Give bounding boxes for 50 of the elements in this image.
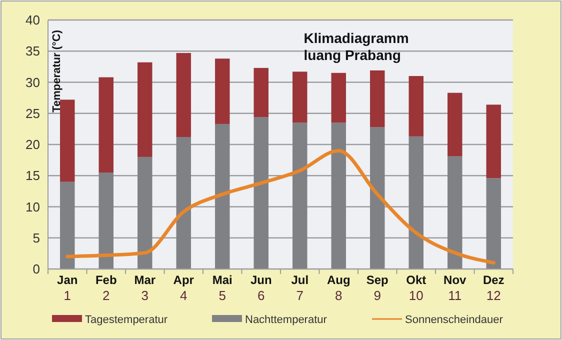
bar	[370, 127, 385, 269]
x-tick-label: Sep 9	[366, 273, 388, 303]
bar	[98, 77, 114, 173]
bar	[254, 117, 268, 269]
y-tick-label: 10	[26, 199, 40, 214]
bar	[408, 76, 424, 136]
y-tick-label: 35	[26, 44, 40, 59]
bar	[215, 58, 230, 124]
y-tick-label: 40	[26, 12, 40, 28]
bar	[138, 62, 152, 157]
bar	[176, 137, 191, 269]
y-tick-label: 20	[26, 137, 40, 152]
x-tick-label: Mar 3	[134, 273, 156, 303]
bar	[331, 122, 346, 269]
bar	[331, 72, 346, 123]
y-tick-label: 25	[26, 106, 40, 121]
x-tick-label: Feb 2	[95, 273, 117, 303]
x-tick-label: Jul 7	[291, 273, 309, 303]
bar	[486, 178, 501, 269]
line-series	[66, 148, 496, 265]
bar	[408, 136, 424, 269]
bar	[254, 68, 268, 118]
y-tick-label: 30	[26, 74, 40, 90]
bar	[448, 92, 462, 156]
bar	[138, 156, 152, 269]
bar	[98, 172, 114, 269]
y-axis-title: Temperatur (°C)	[51, 30, 63, 112]
legend-label: Nachttemperatur	[245, 314, 328, 326]
legend-label: Tagestemperatur	[85, 314, 168, 326]
bar	[370, 70, 385, 128]
y-tick-label: 0	[32, 262, 40, 277]
bar	[486, 104, 501, 178]
x-tick-label: Dez 12	[482, 273, 504, 303]
x-tick-label: Jan 1	[57, 273, 78, 303]
y-tick-label: 5	[32, 230, 40, 246]
bar	[448, 156, 462, 269]
x-tick-label: Apr 4	[173, 273, 194, 303]
x-tick-label: Mai 5	[212, 273, 232, 303]
bar	[292, 72, 308, 123]
bar	[60, 182, 75, 269]
text: Klimadiagramm luang Prabang	[304, 30, 409, 63]
bar	[292, 122, 308, 269]
bar	[176, 52, 191, 138]
legend-label: Sonnenscheindauer	[405, 314, 504, 326]
bar	[215, 124, 230, 269]
x-tick-label: Aug 8	[326, 273, 350, 303]
x-tick-label: Okt 10	[406, 273, 426, 303]
x-tick-label: Jun 6	[250, 273, 272, 303]
x-tick-label: Nov 11	[444, 273, 467, 303]
y-tick-label: 15	[26, 168, 40, 184]
